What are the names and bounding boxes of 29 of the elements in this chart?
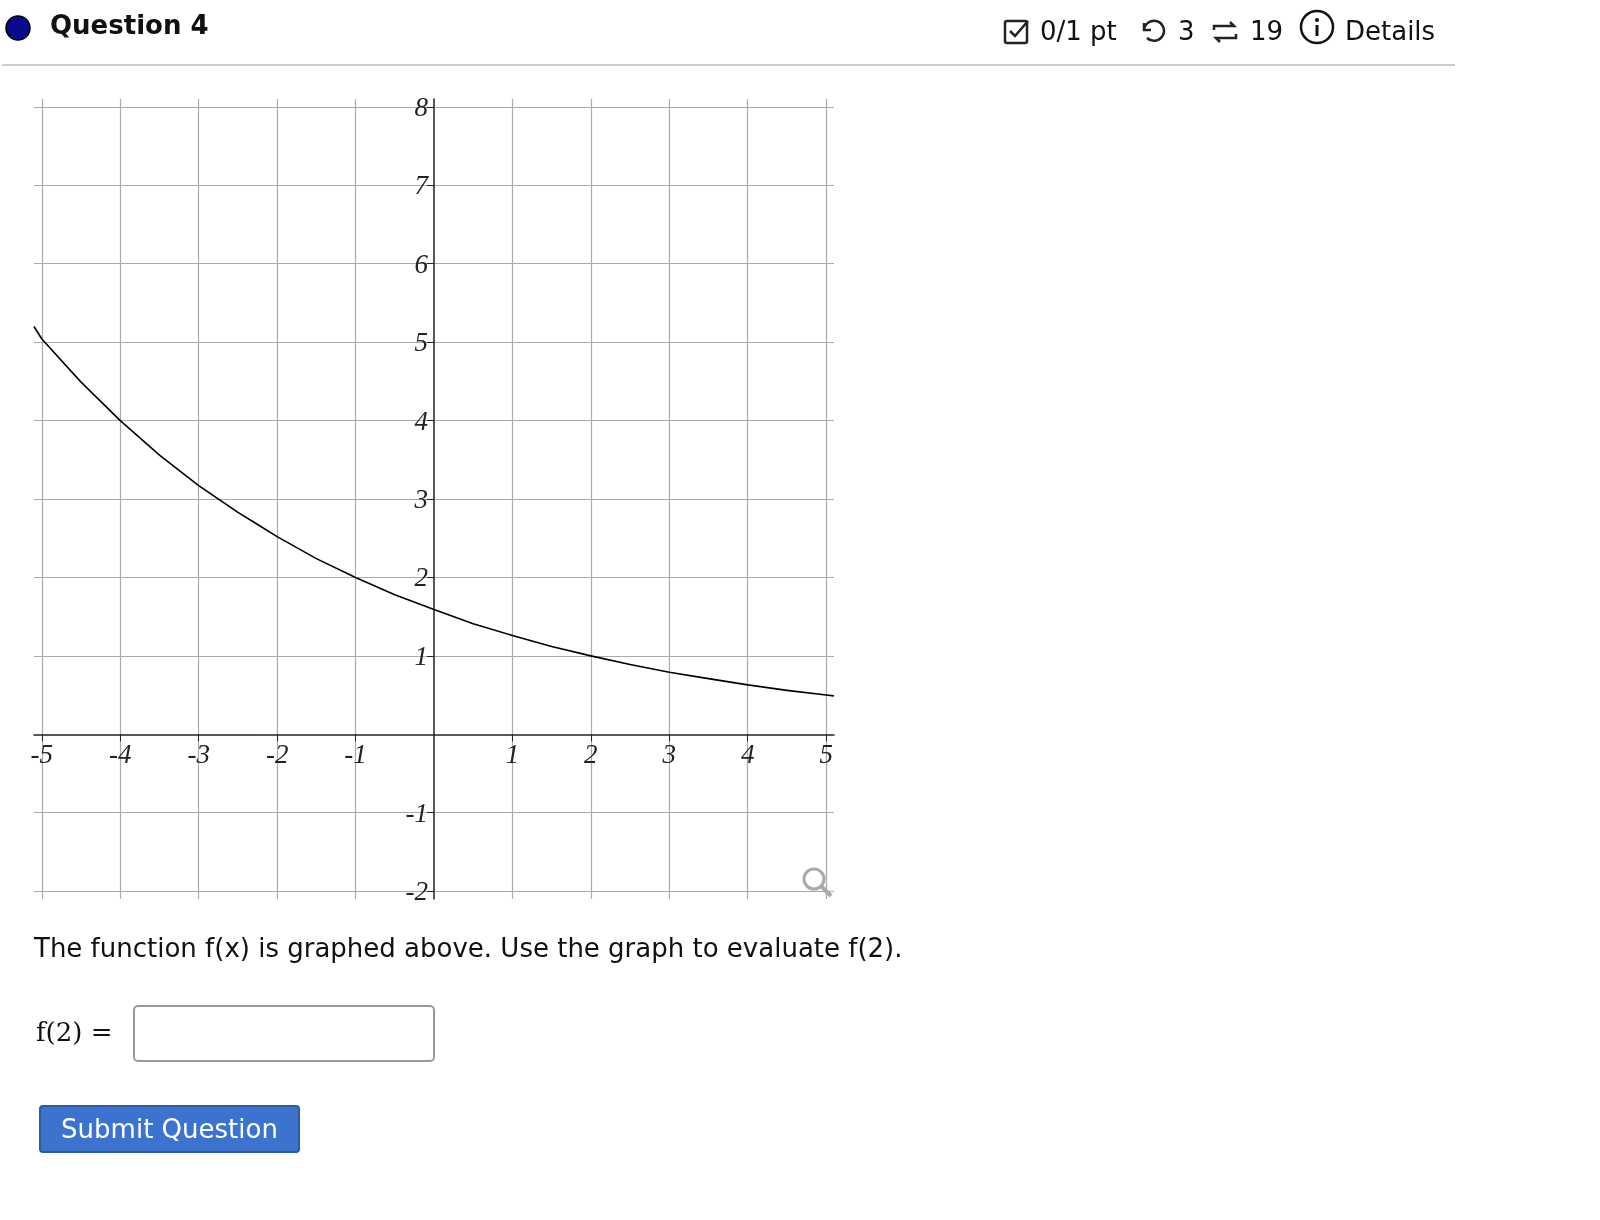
chart-title: Question 4 — [50, 10, 209, 40]
x-tick-label: -4 — [109, 738, 132, 769]
x-tick-label: -1 — [344, 738, 367, 769]
x-tick-label: -3 — [187, 738, 210, 769]
text: 19 — [1250, 16, 1284, 46]
x-tick-label: -5 — [30, 738, 54, 769]
text: 0/1 pt — [1040, 16, 1117, 46]
text: Details — [1345, 16, 1436, 46]
text: 3 — [1178, 16, 1195, 46]
x-tick-label: 4 — [740, 738, 755, 769]
text: Submit Question — [39, 1105, 300, 1153]
x-tick-label: 5 — [819, 738, 833, 769]
y-tick-label: 1 — [414, 640, 428, 671]
y-tick-label: 4 — [414, 405, 428, 436]
y-tick-label: 7 — [414, 170, 430, 201]
y-tick-label: 6 — [414, 248, 429, 279]
x-tick-label: -2 — [265, 738, 289, 769]
y-tick-label: -1 — [405, 797, 428, 828]
text: The function f(x) is graphed above. Use the graph to evaluate f(2). — [34, 933, 903, 963]
x-tick-label: 1 — [505, 738, 520, 769]
y-tick-label: 3 — [413, 484, 428, 514]
text: f(2) = — [36, 1017, 113, 1047]
y-tick-label: 2 — [414, 562, 428, 593]
y-tick-label: 8 — [414, 91, 429, 122]
y-tick-label: 5 — [414, 327, 428, 358]
line-series — [33, 325, 835, 697]
x-tick-label: 2 — [584, 738, 598, 769]
x-tick-label: 3 — [661, 738, 677, 769]
y-tick-label: -2 — [405, 876, 428, 907]
